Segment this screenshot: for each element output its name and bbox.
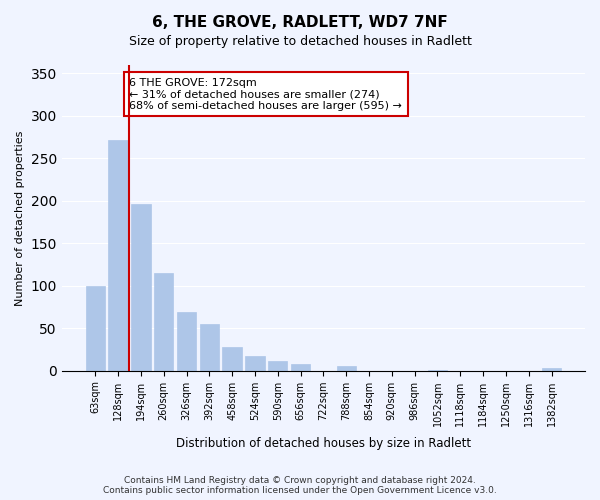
Text: 6 THE GROVE: 172sqm
← 31% of detached houses are smaller (274)
68% of semi-detac: 6 THE GROVE: 172sqm ← 31% of detached ho… xyxy=(130,78,403,111)
Bar xyxy=(542,368,561,370)
Bar xyxy=(200,324,219,370)
Bar xyxy=(223,347,242,370)
Bar xyxy=(86,286,105,370)
Bar xyxy=(337,366,356,370)
Bar xyxy=(268,362,287,370)
Bar xyxy=(131,204,151,370)
Text: 6, THE GROVE, RADLETT, WD7 7NF: 6, THE GROVE, RADLETT, WD7 7NF xyxy=(152,15,448,30)
Y-axis label: Number of detached properties: Number of detached properties xyxy=(15,130,25,306)
Text: Contains HM Land Registry data © Crown copyright and database right 2024.
Contai: Contains HM Land Registry data © Crown c… xyxy=(103,476,497,495)
Bar xyxy=(245,356,265,370)
Bar xyxy=(154,273,173,370)
X-axis label: Distribution of detached houses by size in Radlett: Distribution of detached houses by size … xyxy=(176,437,471,450)
Bar xyxy=(177,312,196,370)
Bar xyxy=(291,364,310,370)
Bar xyxy=(109,140,128,370)
Text: Size of property relative to detached houses in Radlett: Size of property relative to detached ho… xyxy=(128,35,472,48)
